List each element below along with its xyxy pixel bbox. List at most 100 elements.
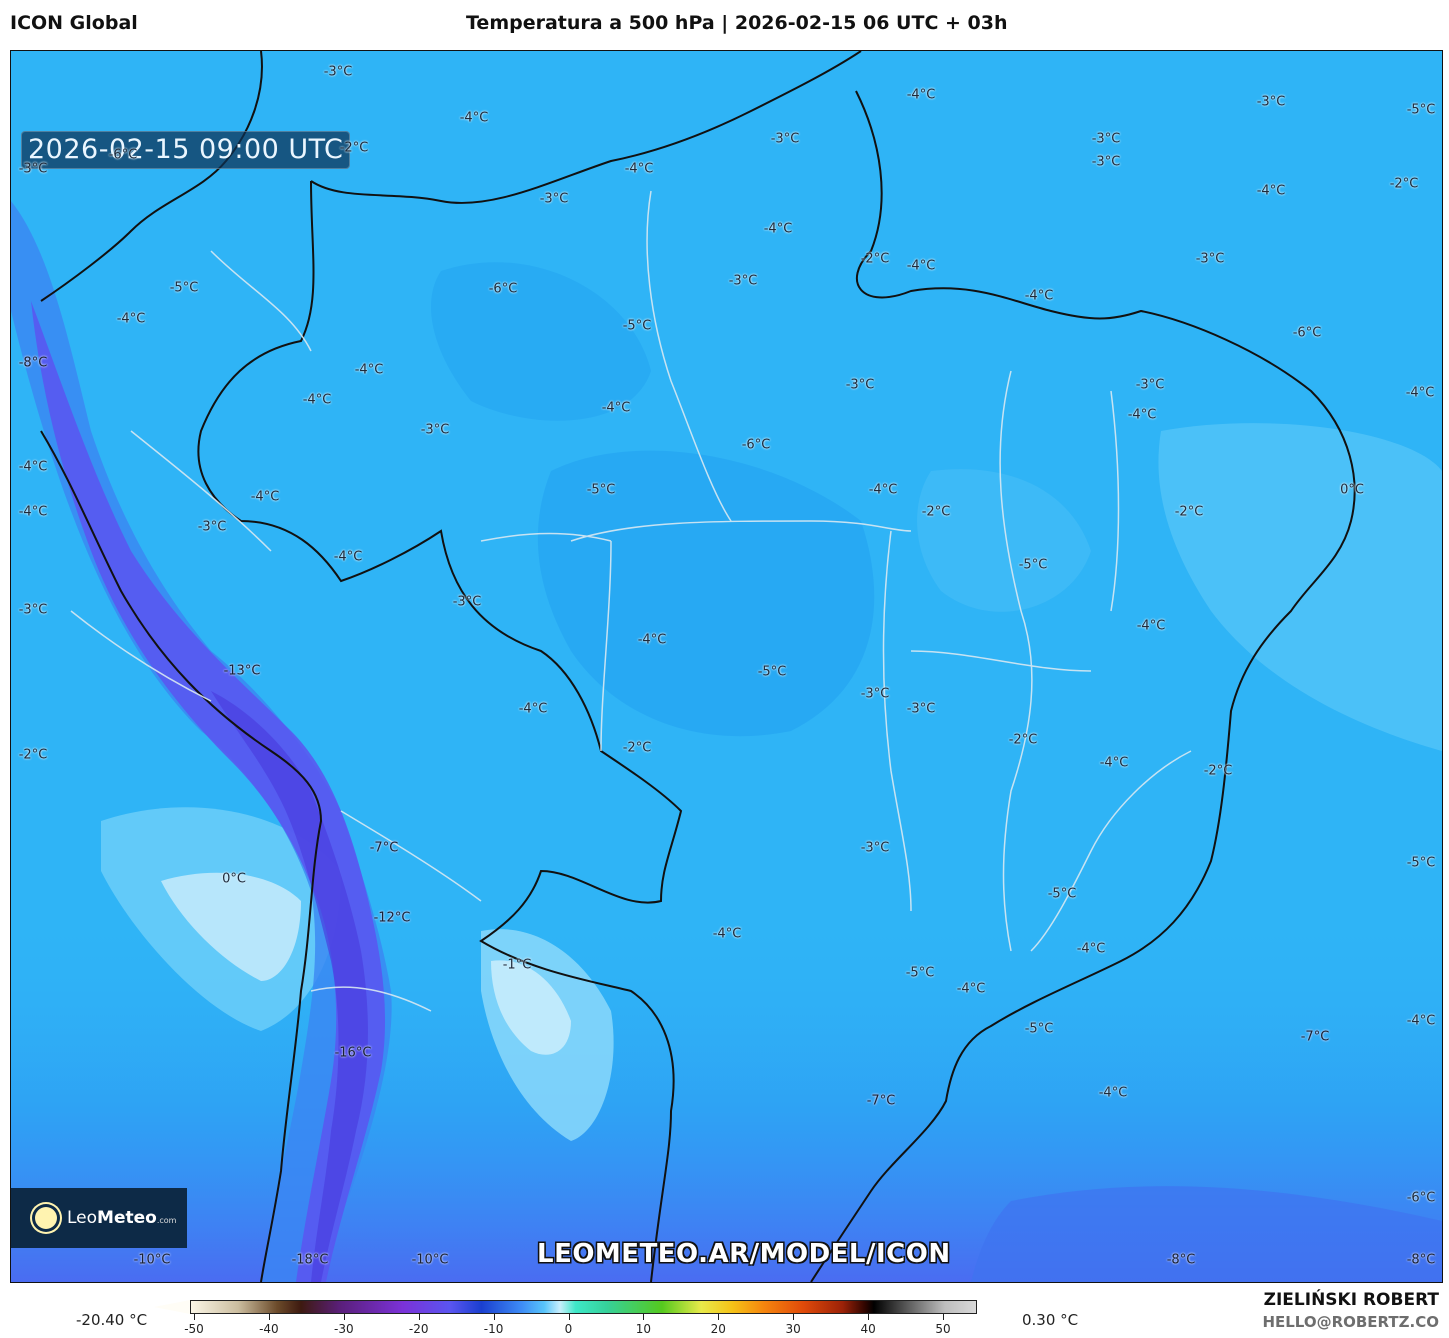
- isotherm-label: -3°C: [906, 701, 936, 717]
- isotherm-label: -7°C: [866, 1093, 896, 1109]
- isotherm-label: -7°C: [369, 840, 399, 856]
- colorbar-tick-label: -20: [408, 1322, 429, 1336]
- isotherm-label: -3°C: [860, 686, 890, 702]
- temperature-map[interactable]: 2026-02-15 09:00 UTC -3°C -4°C -2°C -6°C -3°…: [10, 50, 1443, 1283]
- isotherm-label: -4°C: [354, 362, 384, 378]
- isotherm-label: -4°C: [333, 549, 363, 565]
- chart-title: Temperatura a 500 hPa | 2026-02-15 06 UT…: [466, 12, 1008, 34]
- colorbar-tick: [418, 1314, 420, 1320]
- isotherm-label: -2°C: [622, 740, 652, 756]
- isotherm-label: -3°C: [323, 64, 353, 80]
- isotherm-label: -1°C: [502, 957, 532, 973]
- isotherm-label: -4°C: [956, 981, 986, 997]
- colorbar-tick-label: -40: [259, 1322, 279, 1336]
- isotherm-label: -8°C: [1406, 1252, 1436, 1268]
- colorbar-tick-label: 40: [860, 1322, 876, 1336]
- isotherm-label: -5°C: [1018, 557, 1048, 573]
- isotherm-label: 0°C: [222, 871, 246, 887]
- isotherm-label: -4°C: [18, 459, 48, 475]
- colorbar-tick-label: 0: [564, 1322, 573, 1336]
- colorbar-low-extension: [154, 1300, 190, 1314]
- temperature-field: [11, 51, 1442, 1282]
- isotherm-label: -2°C: [1008, 732, 1038, 748]
- isotherm-label: -4°C: [250, 489, 280, 505]
- colorbar-tick: [268, 1314, 270, 1320]
- isotherm-label: -3°C: [1135, 377, 1165, 393]
- isotherm-label: -3°C: [860, 840, 890, 856]
- watermark-url: LEOMETEO.AR/MODEL/ICON: [537, 1239, 951, 1269]
- colorbar: -50 -40 -30 -20 -10 0 10 20 30 40 50: [150, 1298, 1013, 1338]
- isotherm-label: -3°C: [539, 191, 569, 207]
- isotherm-label: -4°C: [906, 258, 936, 274]
- isotherm-label: -3°C: [420, 422, 450, 438]
- isotherm-label: -12°C: [373, 910, 411, 926]
- isotherm-label: -3°C: [1256, 94, 1286, 110]
- isotherm-label: -3°C: [728, 273, 758, 289]
- colorbar-tick-label: 30: [785, 1322, 801, 1336]
- isotherm-label: -4°C: [18, 504, 48, 520]
- colorbar-tick: [868, 1314, 870, 1320]
- colorbar-tick: [194, 1314, 195, 1320]
- isotherm-label: -5°C: [622, 318, 652, 334]
- logo-text: LeoMeteo.com: [67, 1208, 177, 1228]
- isotherm-label: -4°C: [116, 311, 146, 327]
- isotherm-label: -5°C: [1024, 1021, 1054, 1037]
- isotherm-label: -4°C: [601, 400, 631, 416]
- isotherm-label: -4°C: [1127, 407, 1157, 423]
- colorbar-tick-label: 50: [935, 1322, 951, 1336]
- isotherm-label: -10°C: [133, 1252, 171, 1268]
- isotherm-label: -4°C: [459, 110, 489, 126]
- colorbar-tick: [793, 1314, 795, 1320]
- colorbar-tick: [568, 1314, 570, 1320]
- isotherm-label: -13°C: [223, 663, 261, 679]
- isotherm-label: -4°C: [1256, 183, 1286, 199]
- author-name: ZIELIŃSKI ROBERT: [1263, 1290, 1439, 1310]
- isotherm-label: -4°C: [712, 926, 742, 942]
- isotherm-label: -6°C: [488, 281, 518, 297]
- isotherm-label: -4°C: [906, 87, 936, 103]
- valid-time-badge: 2026-02-15 09:00 UTC: [21, 131, 351, 169]
- colorbar-tick-label: -10: [483, 1322, 504, 1336]
- isotherm-label: 0°C: [1340, 482, 1364, 498]
- colorbar-tick: [343, 1314, 345, 1320]
- isotherm-label: -6°C: [108, 147, 138, 163]
- isotherm-label: -3°C: [845, 377, 875, 393]
- isotherm-label: -2°C: [921, 504, 951, 520]
- isotherm-label: -16°C: [334, 1045, 372, 1061]
- author-email[interactable]: HELLO@ROBERTZ.CO: [1262, 1313, 1439, 1331]
- isotherm-label: -3°C: [18, 602, 48, 618]
- sun-icon: [35, 1207, 57, 1229]
- colorbar-tick: [643, 1314, 645, 1320]
- isotherm-label: -3°C: [197, 519, 227, 535]
- isotherm-label: -5°C: [1406, 102, 1436, 118]
- isotherm-label: -5°C: [905, 965, 935, 981]
- isotherm-label: -3°C: [452, 594, 482, 610]
- leometeo-logo[interactable]: LeoMeteo.com: [11, 1188, 187, 1248]
- isotherm-label: -2°C: [18, 747, 48, 763]
- isotherm-label: -2°C: [860, 251, 890, 267]
- isotherm-label: -4°C: [1076, 941, 1106, 957]
- model-name: ICON Global: [10, 12, 138, 34]
- isotherm-label: -5°C: [757, 664, 787, 680]
- isotherm-label: -4°C: [1024, 288, 1054, 304]
- isotherm-label: -5°C: [586, 482, 616, 498]
- colorbar-tick-label: 20: [710, 1322, 726, 1336]
- isotherm-label: -4°C: [637, 632, 667, 648]
- colorbar-high-extension: [977, 1300, 1013, 1314]
- colorbar-tick-label: -30: [333, 1322, 354, 1336]
- isotherm-label: -10°C: [411, 1252, 449, 1268]
- isotherm-label: -4°C: [1099, 755, 1129, 771]
- isotherm-label: -18°C: [291, 1252, 329, 1268]
- isotherm-label: -2°C: [339, 140, 369, 156]
- colorbar-tick-label: -50: [184, 1322, 204, 1336]
- isotherm-label: -3°C: [1091, 131, 1121, 147]
- isotherm-label: -3°C: [18, 161, 48, 177]
- isotherm-label: -6°C: [741, 437, 771, 453]
- isotherm-label: -4°C: [1098, 1085, 1128, 1101]
- isotherm-label: -3°C: [1195, 251, 1225, 267]
- isotherm-label: -4°C: [1406, 1013, 1436, 1029]
- isotherm-label: -5°C: [169, 280, 199, 296]
- isotherm-label: -6°C: [1406, 1190, 1436, 1206]
- colorbar-tick-label: 10: [635, 1322, 652, 1336]
- colorbar-max-value: 0.30 °C: [1022, 1311, 1079, 1329]
